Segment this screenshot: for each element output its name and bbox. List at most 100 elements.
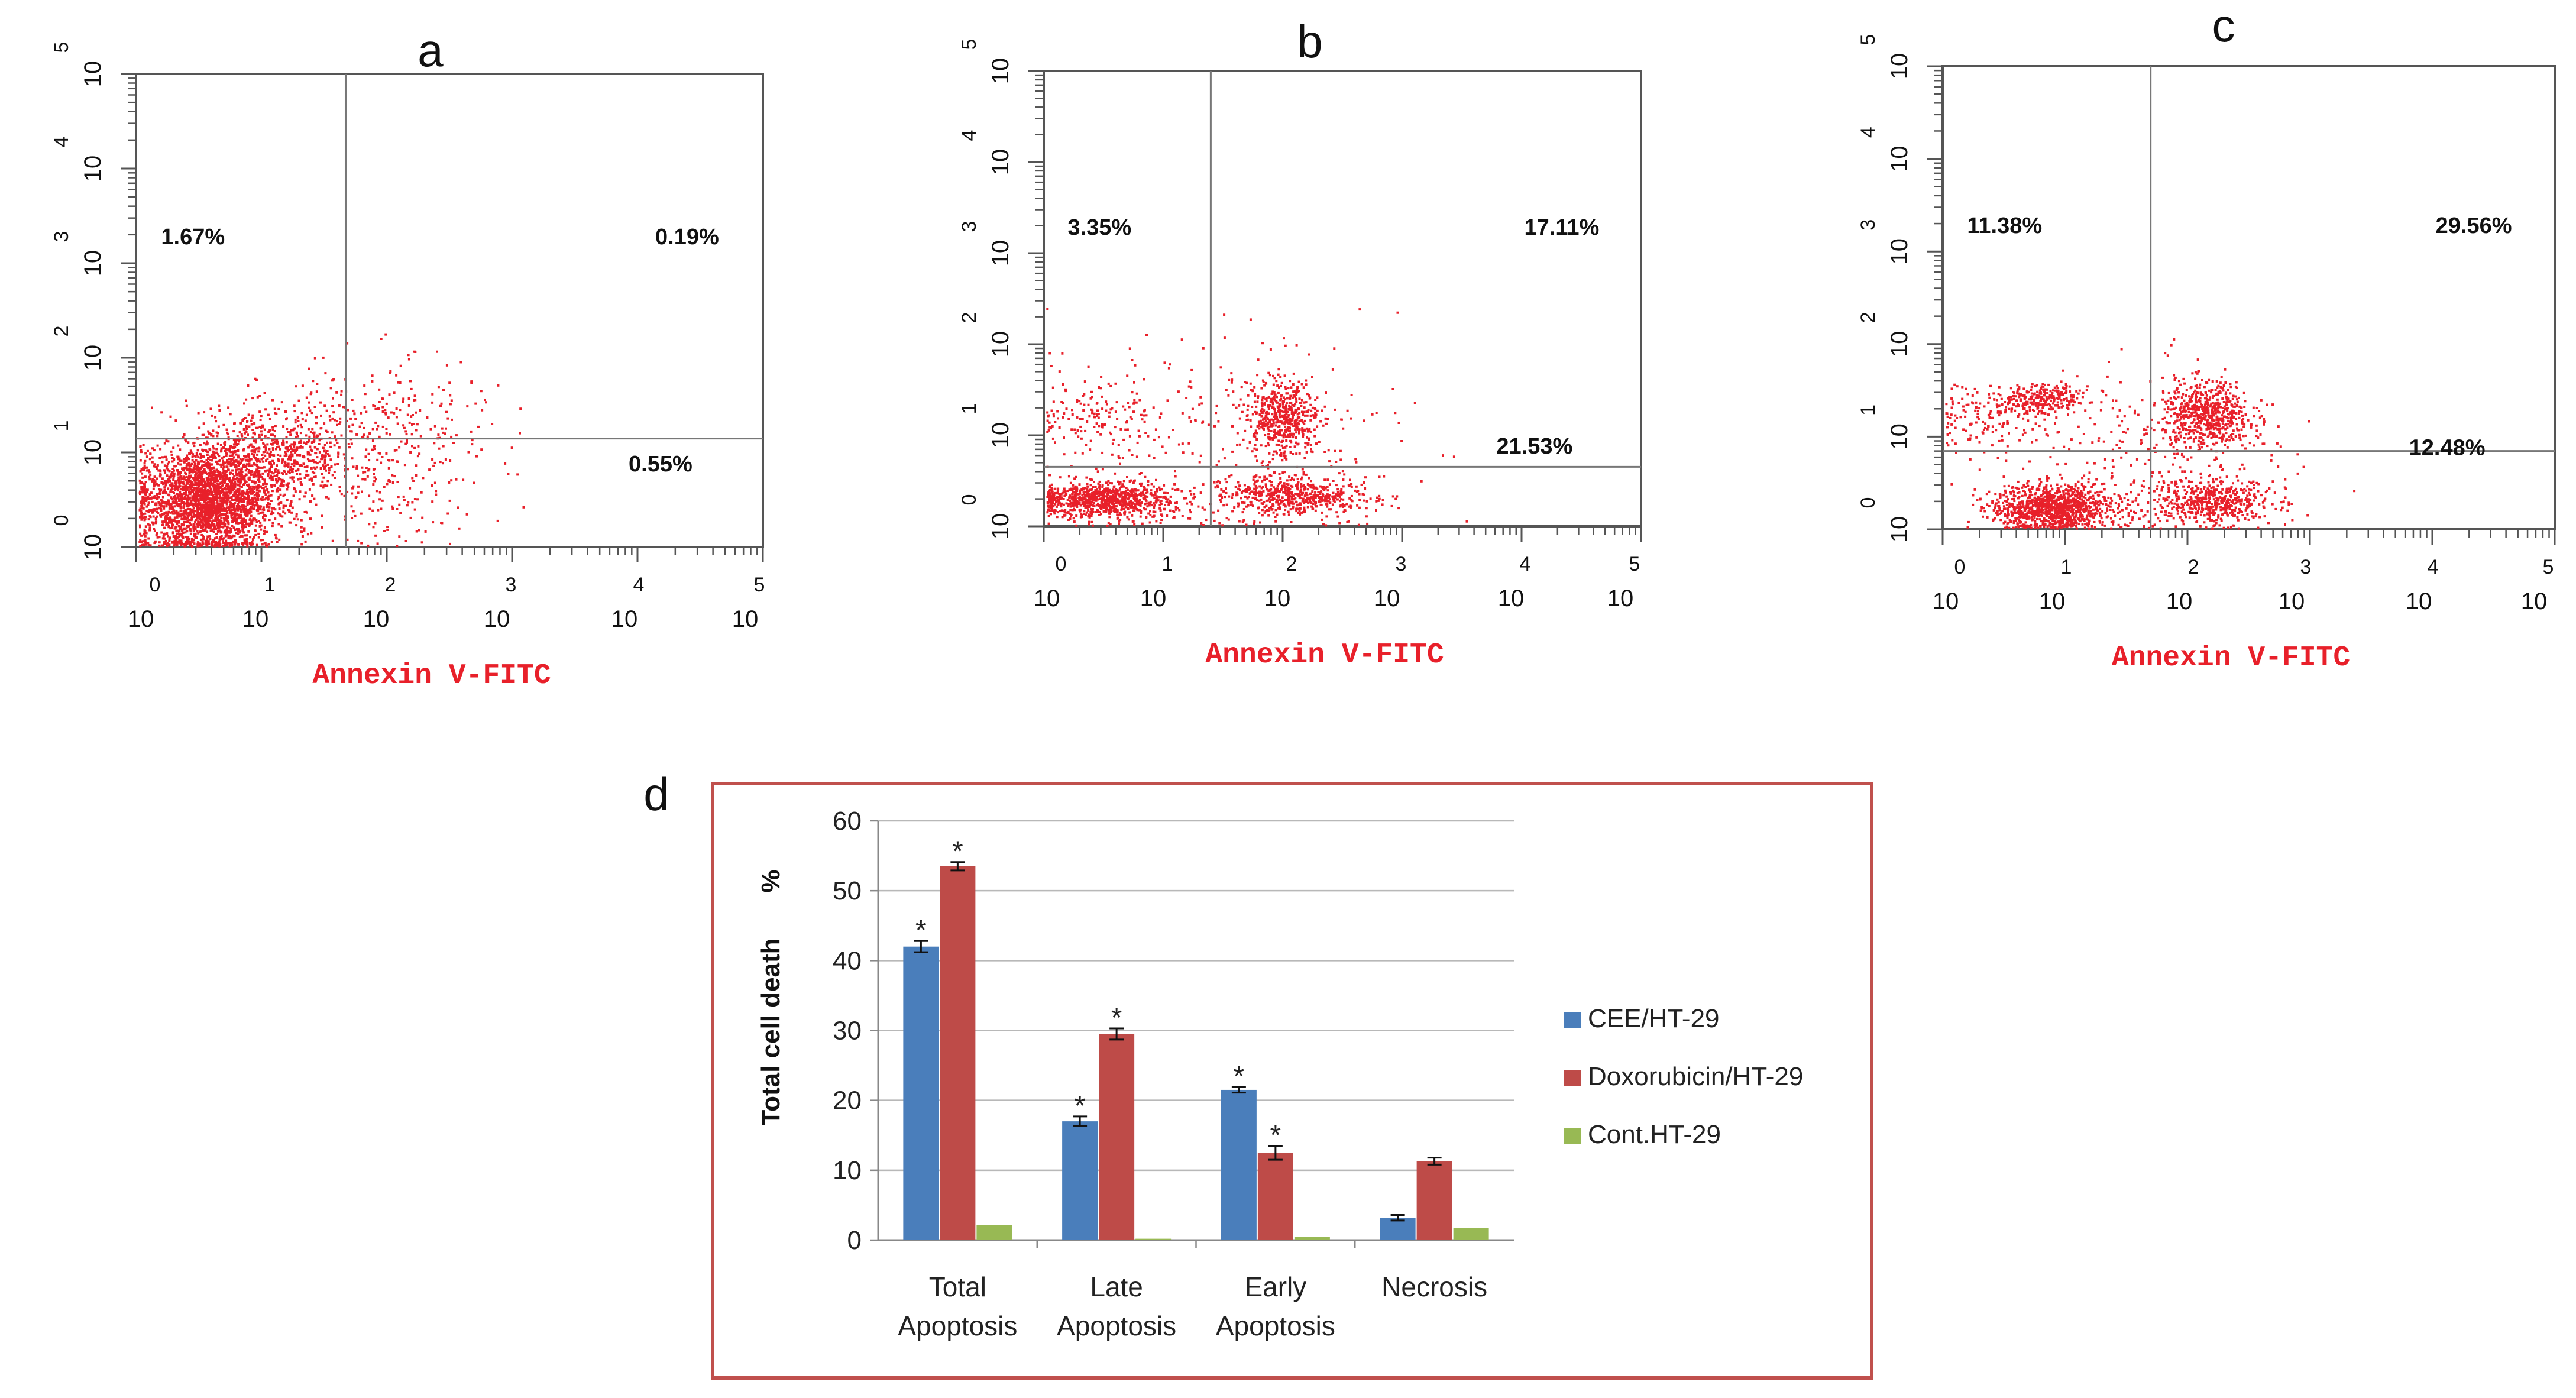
scatter-point xyxy=(1136,509,1139,512)
scatter-point xyxy=(168,470,171,473)
scatter-point xyxy=(253,439,255,442)
scatter-point xyxy=(253,454,255,457)
scatter-point xyxy=(208,432,211,435)
scatter-point xyxy=(1050,409,1053,412)
scatter-point xyxy=(138,524,141,527)
scatter-point xyxy=(147,542,150,544)
scatter-point xyxy=(270,471,273,474)
scatter-point xyxy=(1126,516,1129,519)
scatter-point xyxy=(1059,510,1062,513)
scatter-point xyxy=(196,543,199,546)
scatter-point xyxy=(211,499,214,501)
scatter-point xyxy=(144,525,147,528)
scatter-point xyxy=(1122,507,1125,510)
scatter-point xyxy=(296,446,299,449)
scatter-point xyxy=(292,480,295,483)
scatter-point xyxy=(216,475,218,478)
scatter-point xyxy=(288,472,291,474)
scatter-point xyxy=(293,488,296,491)
scatter-point xyxy=(1051,498,1054,501)
scatter-point xyxy=(1093,493,1096,496)
scatter-point xyxy=(235,444,238,446)
scatter-point xyxy=(352,510,355,513)
scatter-point xyxy=(221,496,224,499)
scatter-point xyxy=(197,455,200,458)
scatter-point xyxy=(264,542,267,545)
scatter-point xyxy=(1088,488,1091,491)
scatter-point xyxy=(422,477,425,480)
scatter-point xyxy=(1101,407,1104,410)
scatter-point xyxy=(255,464,258,466)
scatter-point xyxy=(183,496,186,499)
scatter-point xyxy=(223,517,226,520)
scatter-point xyxy=(234,499,237,501)
scatter-point xyxy=(415,429,418,432)
scatter-point xyxy=(241,491,244,494)
scatter-point xyxy=(293,462,296,465)
scatter-point xyxy=(1145,499,1148,502)
scatter-point xyxy=(256,496,259,499)
scatter-point xyxy=(234,441,237,444)
scatter-point xyxy=(1174,508,1177,511)
scatter-point xyxy=(1095,402,1098,405)
scatter-point xyxy=(187,536,190,539)
scatter-point xyxy=(1109,499,1112,502)
scatter-point xyxy=(310,391,313,394)
scatter-point xyxy=(301,384,304,387)
scatter-point xyxy=(1283,457,1286,459)
scatter-point xyxy=(277,487,280,490)
scatter-point xyxy=(1112,503,1115,506)
scatter-point xyxy=(301,446,304,449)
scatter-point xyxy=(1268,452,1271,455)
scatter-point xyxy=(205,507,208,510)
scatter-point xyxy=(371,374,374,377)
scatter-point xyxy=(1101,423,1103,426)
scatter-point xyxy=(211,505,213,508)
scatter-point xyxy=(1169,495,1172,498)
scatter-point xyxy=(473,481,475,484)
scatter-point xyxy=(311,471,314,474)
scatter-point xyxy=(232,456,235,459)
scatter-point xyxy=(331,379,334,382)
scatter-point xyxy=(269,451,272,454)
scatter-point xyxy=(151,521,154,524)
scatter-point xyxy=(205,449,208,452)
scatter-point xyxy=(193,462,196,465)
scatter-point xyxy=(395,449,398,452)
scatter-point xyxy=(1100,376,1103,378)
scatter-point xyxy=(377,452,380,455)
scatter-point xyxy=(1062,416,1064,419)
scatter-point xyxy=(164,481,167,484)
scatter-point xyxy=(1056,516,1059,519)
scatter-point xyxy=(271,476,274,478)
scatter-point xyxy=(1090,503,1093,506)
scatter-point xyxy=(175,501,178,504)
scatter-point xyxy=(1051,493,1054,496)
scatter-point xyxy=(258,425,261,428)
scatter-point xyxy=(186,538,189,541)
scatter-point xyxy=(1306,414,1309,417)
scatter-point xyxy=(140,518,143,521)
scatter-point xyxy=(271,426,274,429)
scatter-point xyxy=(222,544,225,547)
scatter-point xyxy=(308,478,311,481)
scatter-point xyxy=(455,434,458,437)
scatter-point xyxy=(244,534,247,537)
scatter-point xyxy=(177,493,179,496)
scatter-point xyxy=(166,516,169,519)
scatter-point xyxy=(147,523,150,526)
scatter-point xyxy=(198,499,200,502)
scatter-point xyxy=(306,533,309,536)
scatter-point xyxy=(243,496,246,499)
scatter-point xyxy=(234,486,237,489)
scatter-point xyxy=(374,421,377,424)
scatter-point xyxy=(203,517,206,520)
scatter-point xyxy=(174,494,177,497)
scatter-point xyxy=(1093,412,1096,415)
scatter-point xyxy=(148,471,151,474)
scatter-point xyxy=(144,518,147,521)
scatter-point xyxy=(238,488,241,491)
scatter-point xyxy=(211,478,213,481)
scatter-point xyxy=(237,532,240,535)
scatter-point xyxy=(431,500,434,503)
